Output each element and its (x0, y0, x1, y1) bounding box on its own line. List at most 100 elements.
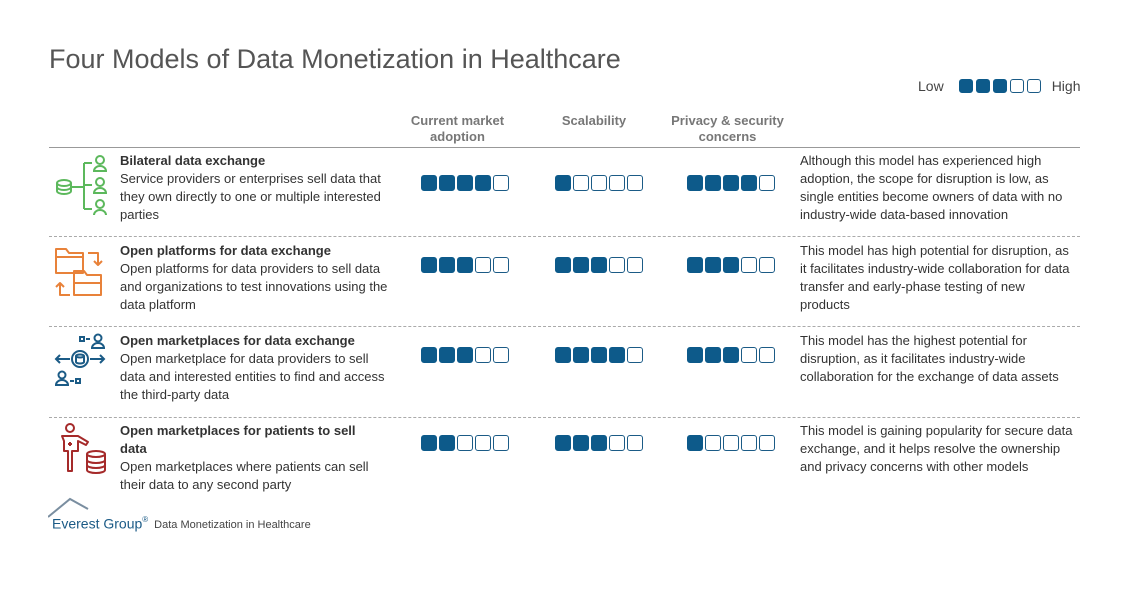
rating-box-empty (627, 257, 643, 273)
rating-box-filled (555, 257, 571, 273)
scalability-rating (555, 175, 643, 191)
rating-boxes (687, 257, 775, 273)
brand-name: Everest Group (52, 515, 143, 532)
row-comment: This model has the highest potential for… (800, 333, 1059, 384)
marketplace-exchange-icon (52, 333, 108, 393)
legend-boxes (958, 79, 1041, 93)
rating-box-empty (609, 435, 625, 451)
rating-box-filled (687, 257, 703, 273)
row-title: Open marketplaces for patients to sell d… (120, 423, 356, 456)
row-title: Open marketplaces for data exchange (120, 333, 355, 348)
rating-box-empty (741, 257, 757, 273)
footer-caption: Data Monetization in Healthcare (154, 519, 311, 532)
rating-box-filled (723, 257, 739, 273)
adoption-rating (421, 435, 509, 451)
rating-boxes (421, 175, 509, 191)
legend-low-label: Low (918, 78, 944, 94)
rating-box-filled (439, 347, 455, 363)
privacy-rating (687, 347, 775, 363)
rating-box-empty (627, 347, 643, 363)
rating-boxes (555, 435, 643, 451)
rating-box-filled (475, 175, 491, 191)
row-comment: Although this model has experienced high… (800, 153, 1063, 222)
rating-box-empty (591, 175, 607, 191)
rating-box-filled (591, 347, 607, 363)
rating-box-empty (475, 435, 491, 451)
privacy-rating (687, 175, 775, 191)
row-divider (49, 417, 1080, 418)
rating-boxes (555, 347, 643, 363)
row-title: Open platforms for data exchange (120, 243, 331, 258)
rating-boxes (421, 347, 509, 363)
rating-box-empty (759, 435, 775, 451)
rating-box-filled (573, 347, 589, 363)
scalability-rating (555, 257, 643, 273)
rating-box-empty (573, 175, 589, 191)
rating-box-empty (475, 347, 491, 363)
rating-box-empty (457, 435, 473, 451)
page-title: Four Models of Data Monetization in Heal… (49, 44, 621, 74)
legend-box (1026, 79, 1041, 93)
rating-box-filled (687, 175, 703, 191)
rating-box-filled (723, 175, 739, 191)
rating-box-filled (609, 347, 625, 363)
footer: Everest Group® Data Monetization in Heal… (48, 497, 311, 533)
rating-box-empty (723, 435, 739, 451)
rating-box-empty (493, 175, 509, 191)
rating-box-empty (627, 175, 643, 191)
adoption-rating (421, 175, 509, 191)
scalability-rating (555, 435, 643, 451)
column-header-adoption: Current market adoption (410, 113, 505, 144)
rating-box-filled (421, 435, 437, 451)
row-description: Open marketplace for data providers to s… (120, 351, 385, 402)
row-description: Service providers or enterprises sell da… (120, 171, 381, 222)
rating-box-filled (591, 257, 607, 273)
rating-box-filled (741, 175, 757, 191)
row-divider (49, 326, 1080, 327)
rating-box-filled (421, 347, 437, 363)
rating-boxes (555, 257, 643, 273)
rating-box-empty (741, 347, 757, 363)
rating-boxes (421, 435, 509, 451)
rating-box-filled (439, 175, 455, 191)
patient-data-icon (52, 422, 108, 482)
rating-box-empty (705, 435, 721, 451)
rating-box-empty (627, 435, 643, 451)
rating-box-filled (591, 435, 607, 451)
scalability-rating (555, 347, 643, 363)
row-description: Open platforms for data providers to sel… (120, 261, 388, 312)
rating-box-empty (493, 257, 509, 273)
rating-box-filled (439, 257, 455, 273)
header-divider (49, 147, 1080, 148)
row-comment: This model has high potential for disrup… (800, 243, 1070, 312)
rating-box-filled (421, 175, 437, 191)
rating-box-filled (573, 435, 589, 451)
rating-box-empty (475, 257, 491, 273)
rating-legend: Low High (918, 77, 1080, 95)
legend-box (992, 79, 1007, 93)
rating-boxes (421, 257, 509, 273)
row-description: Open marketplaces where patients can sel… (120, 459, 369, 492)
adoption-rating (421, 347, 509, 363)
rating-box-filled (723, 347, 739, 363)
rating-boxes (687, 175, 775, 191)
legend-box (1009, 79, 1024, 93)
column-header-scalability: Scalability (561, 113, 627, 128)
row-title: Bilateral data exchange (120, 153, 266, 168)
rating-boxes (687, 435, 775, 451)
row-divider (49, 236, 1080, 237)
rating-box-empty (741, 435, 757, 451)
legend-high-label: High (1051, 78, 1081, 94)
rating-box-filled (705, 257, 721, 273)
rating-box-empty (759, 347, 775, 363)
rating-box-filled (555, 435, 571, 451)
privacy-rating (687, 435, 775, 451)
adoption-rating (421, 257, 509, 273)
rating-box-filled (421, 257, 437, 273)
legend-box (975, 79, 990, 93)
rating-box-empty (759, 257, 775, 273)
rating-box-filled (439, 435, 455, 451)
column-header-privacy: Privacy & security concerns (671, 113, 784, 144)
rating-box-filled (687, 347, 703, 363)
rating-box-filled (457, 257, 473, 273)
